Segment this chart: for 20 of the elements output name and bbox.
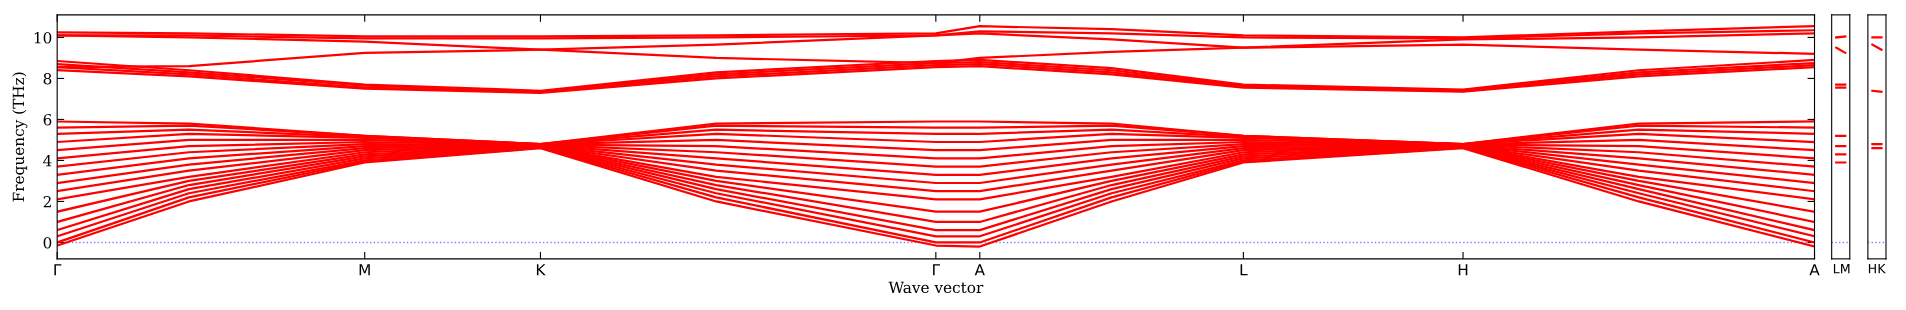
x-tick-label: H	[1458, 264, 1468, 276]
x-tick-label: A	[1809, 264, 1820, 276]
x-tick-label: K	[1878, 264, 1886, 274]
x-tick-label: H	[1868, 264, 1876, 274]
y-tick-label: 6	[43, 113, 52, 126]
x-tick-label: K	[536, 264, 546, 276]
x-tick-label: L	[1833, 264, 1840, 274]
y-tick-label: 4	[43, 154, 52, 167]
y-tick-label: 10	[34, 31, 52, 44]
y-tick-label: 0	[43, 236, 52, 249]
x-tick-label: Γ	[54, 264, 62, 276]
x-tick-label: L	[1240, 264, 1248, 276]
x-tick-label: A	[974, 264, 985, 276]
x-axis-title: Wave vector	[888, 281, 984, 294]
y-tick-label: 2	[43, 195, 51, 208]
x-tick-label: Γ	[933, 264, 941, 276]
x-tick-label: M	[359, 264, 370, 276]
x-tick-label: M	[1841, 264, 1850, 274]
y-tick-label: 8	[43, 72, 52, 85]
y-axis-title: Frequency (THz)	[12, 72, 28, 202]
